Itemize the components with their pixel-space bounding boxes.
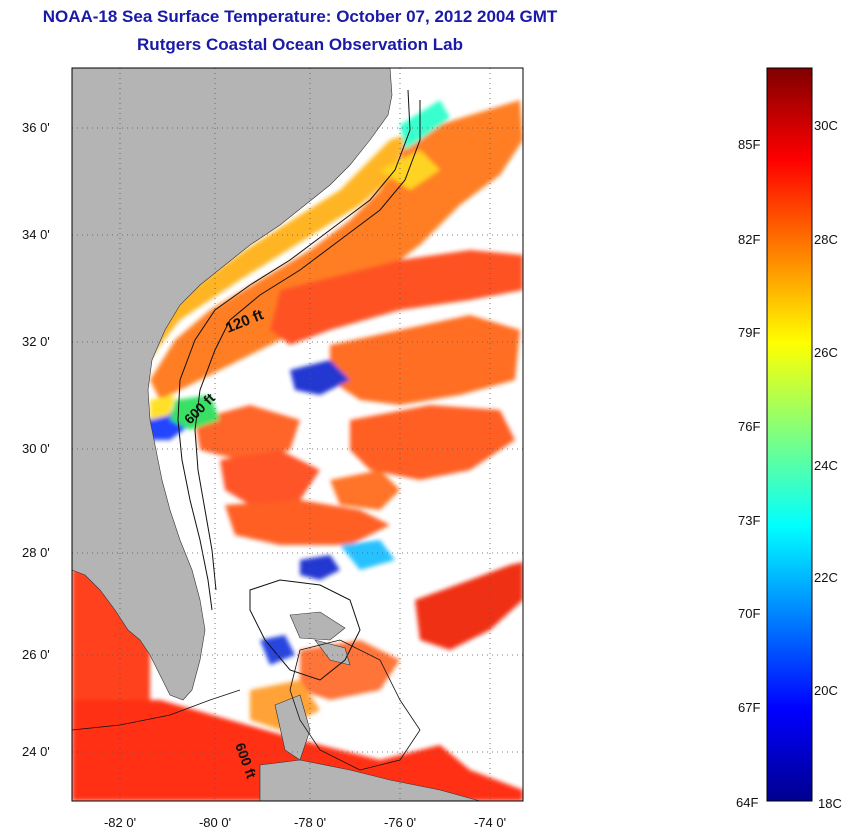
lon-label: -80 0': [198, 815, 232, 830]
lat-label: 28 0': [22, 545, 50, 560]
lat-label: 26 0': [22, 647, 50, 662]
land-andros: [274, 694, 311, 761]
colorbar-label-f: 82F: [738, 232, 761, 247]
lon-label: -78 0': [293, 815, 327, 830]
map-title: NOAA-18 Sea Surface Temperature: October…: [42, 7, 558, 26]
lat-label: 30 0': [22, 441, 50, 456]
contour-keys: [72, 689, 241, 731]
colorbar-label-c: 30C: [814, 118, 838, 133]
land-bahama-bank: [289, 611, 346, 641]
lat-label: 36 0': [22, 120, 50, 135]
lon-label: -82 0': [103, 815, 137, 830]
colorbar-label-c: 22C: [814, 570, 838, 585]
colorbar-label-f: 76F: [738, 419, 761, 434]
colorbar: [766, 67, 813, 802]
lat-label: 24 0': [22, 744, 50, 759]
contour-600ft: [194, 100, 421, 591]
colorbar-label-c: 26C: [814, 345, 838, 360]
lon-label: -76 0': [383, 815, 417, 830]
land-small-island: [314, 639, 351, 666]
colorbar-label-f: 70F: [738, 606, 761, 621]
land-cuba: [259, 759, 481, 801]
map-frame: [71, 67, 524, 802]
sst-patches: [72, 100, 523, 801]
land-mainland: [72, 68, 393, 701]
colorbar-label-f: 67F: [738, 700, 761, 715]
contour-bahamas: [249, 579, 361, 681]
colorbar-label-f: 79F: [738, 325, 761, 340]
lon-label: -74 0': [473, 815, 507, 830]
map-subtitle: Rutgers Coastal Ocean Observation Lab: [137, 35, 463, 54]
colorbar-label-c: 20C: [814, 683, 838, 698]
colorbar-label-c: 18C: [818, 796, 842, 811]
contour-120ft: [177, 89, 411, 611]
map-gridlines: [72, 68, 523, 801]
contour-bahamas-outer: [289, 639, 421, 771]
lat-label: 32 0': [22, 334, 50, 349]
lat-label: 34 0': [22, 227, 50, 242]
colorbar-label-f: 73F: [738, 513, 761, 528]
colorbar-label-c: 24C: [814, 458, 838, 473]
colorbar-label-f: 64F: [736, 795, 759, 810]
colorbar-label-c: 28C: [814, 232, 838, 247]
colorbar-label-f: 85F: [738, 137, 761, 152]
